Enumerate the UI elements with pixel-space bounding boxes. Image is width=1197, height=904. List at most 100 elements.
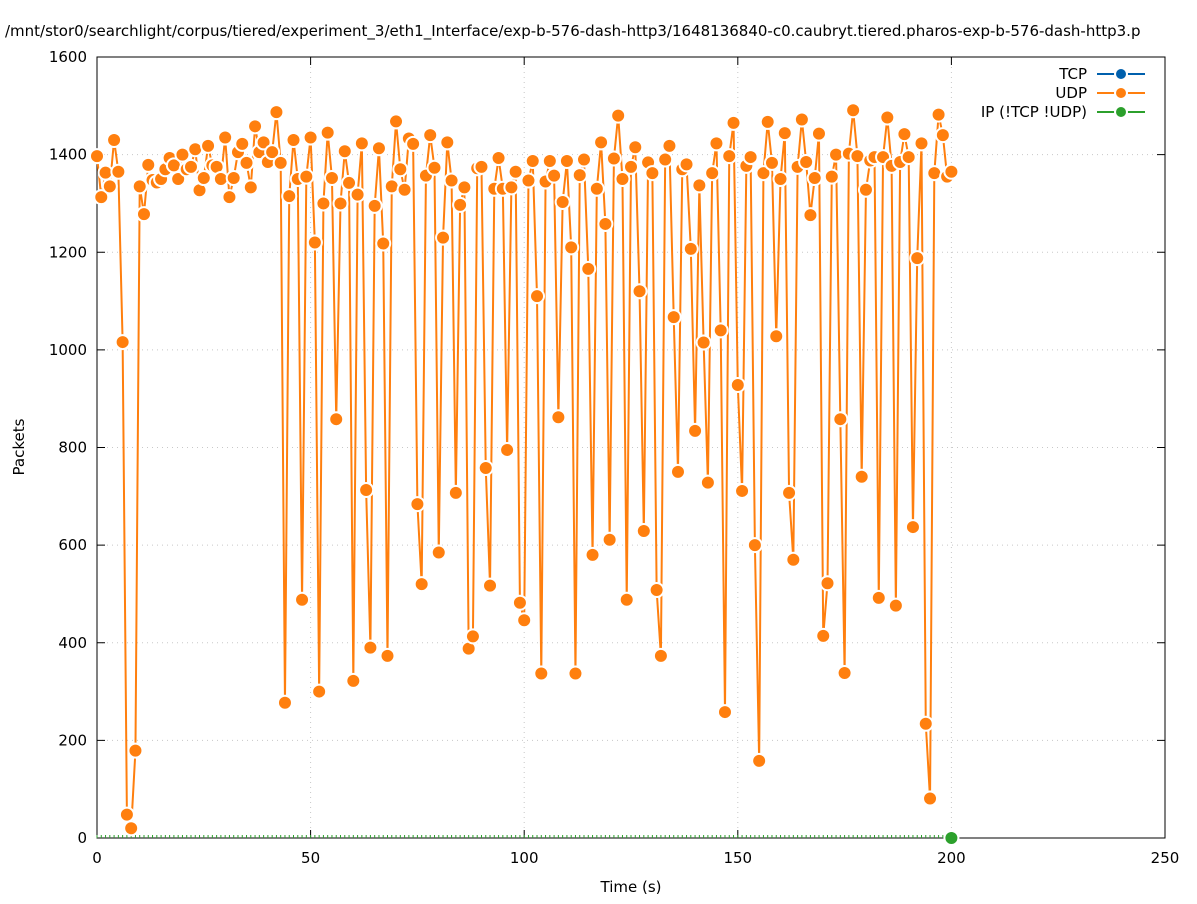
udp-point xyxy=(114,334,131,351)
udp-point xyxy=(341,174,358,191)
chart-title: /mnt/stor0/searchlight/corpus/tiered/exp… xyxy=(5,22,1140,41)
udp-point xyxy=(221,189,238,206)
udp-point xyxy=(704,165,721,182)
udp-point xyxy=(435,229,452,246)
udp-point xyxy=(379,647,396,664)
udp-point xyxy=(623,158,639,175)
y-tick-label: 1600 xyxy=(49,48,87,66)
udp-point xyxy=(605,150,622,167)
udp-point xyxy=(781,484,798,501)
udp-point xyxy=(563,239,580,256)
udp-point xyxy=(567,665,584,682)
udp-point xyxy=(529,288,546,305)
y-tick-label: 600 xyxy=(58,536,87,554)
grid xyxy=(97,57,1165,838)
udp-point xyxy=(426,159,443,176)
udp-point xyxy=(734,482,751,499)
udp-point xyxy=(763,154,780,171)
udp-point xyxy=(665,309,682,326)
udp-point xyxy=(516,612,533,629)
x-tick-label: 0 xyxy=(92,849,102,867)
udp-point xyxy=(285,131,302,148)
udp-point xyxy=(302,129,319,146)
udp-point xyxy=(276,694,293,711)
udp-point xyxy=(725,114,742,131)
udp-point xyxy=(708,135,725,152)
udp-point xyxy=(695,334,712,351)
legend-marker xyxy=(1114,67,1128,81)
udp-point xyxy=(930,106,947,123)
udp-point xyxy=(135,206,152,223)
udp-point xyxy=(200,137,217,154)
udp-point xyxy=(772,171,789,188)
udp-point xyxy=(336,143,353,160)
udp-point xyxy=(644,165,661,182)
udp-point xyxy=(900,149,917,166)
x-tick-label: 150 xyxy=(723,849,752,867)
udp-point xyxy=(490,150,507,167)
udp-point xyxy=(597,215,614,232)
udp-point xyxy=(588,180,605,197)
udp-point xyxy=(524,152,541,169)
udp-point xyxy=(409,496,426,513)
x-tick-label: 200 xyxy=(937,849,966,867)
udp-point xyxy=(836,665,853,682)
udp-point xyxy=(520,172,537,189)
udp-point xyxy=(913,135,930,152)
y-tick-label: 200 xyxy=(58,731,87,749)
udp-point xyxy=(264,144,281,161)
udp-point xyxy=(366,197,383,214)
ip-point xyxy=(943,830,960,846)
udp-point xyxy=(806,170,823,187)
udp-point xyxy=(456,179,473,196)
udp-point xyxy=(614,171,631,188)
y-tick-label: 1200 xyxy=(49,243,87,261)
udp-point xyxy=(507,163,524,180)
udp-point xyxy=(648,582,665,599)
udp-point xyxy=(554,193,571,210)
udp-point xyxy=(255,134,272,151)
udp-point xyxy=(511,594,528,611)
udp-point xyxy=(558,152,575,169)
y-tick-label: 1400 xyxy=(49,146,87,164)
udp-point xyxy=(802,207,819,224)
udp-point xyxy=(576,151,593,168)
udp-point xyxy=(195,170,212,187)
udp-point xyxy=(819,575,836,592)
udp-point xyxy=(93,189,110,206)
series xyxy=(89,102,960,846)
udp-point xyxy=(306,234,323,251)
udp-point xyxy=(546,167,563,184)
legend-label: IP (!TCP !UDP) xyxy=(981,103,1087,121)
udp-point xyxy=(443,172,460,189)
udp-point xyxy=(127,742,144,759)
udp-point xyxy=(452,196,469,213)
udp-point xyxy=(482,577,499,594)
udp-point xyxy=(294,591,311,608)
udp-point xyxy=(832,411,849,428)
y-tick-label: 0 xyxy=(77,829,87,847)
udp-point xyxy=(392,161,409,178)
udp-point xyxy=(618,591,635,608)
udp-point xyxy=(447,484,464,501)
udp-point xyxy=(358,481,375,498)
udp-point xyxy=(815,627,832,644)
udp-point xyxy=(170,171,187,188)
udp-point xyxy=(345,672,362,689)
udp-point xyxy=(319,124,336,141)
udp-point xyxy=(422,127,439,144)
udp-point xyxy=(721,148,738,165)
x-tick-label: 250 xyxy=(1151,849,1180,867)
udp-point xyxy=(396,181,413,198)
udp-point xyxy=(405,135,422,152)
y-tick-label: 400 xyxy=(58,634,87,652)
udp-point xyxy=(349,186,366,203)
udp-point xyxy=(904,519,921,536)
udp-point xyxy=(926,165,943,182)
x-tick-label: 100 xyxy=(510,849,539,867)
udp-point xyxy=(857,181,874,198)
udp-point xyxy=(383,178,400,195)
udp-point xyxy=(332,195,349,212)
udp-point xyxy=(712,322,729,339)
udp-point xyxy=(896,126,913,143)
